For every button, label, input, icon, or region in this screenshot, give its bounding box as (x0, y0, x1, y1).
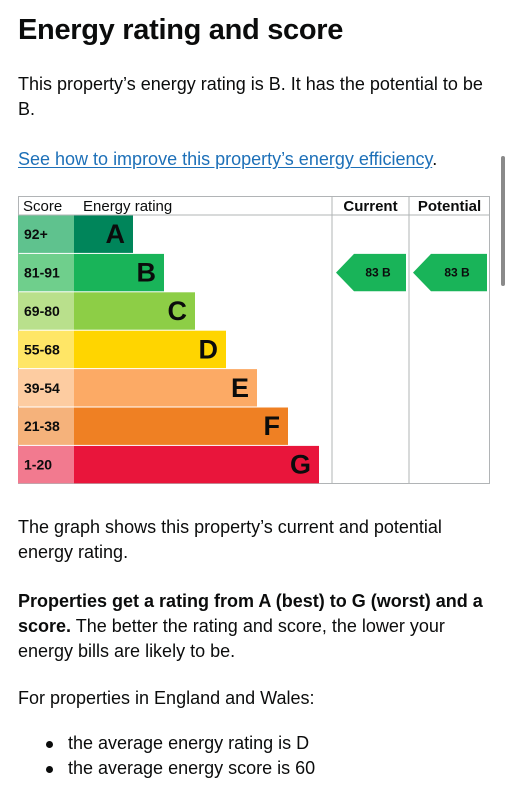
band-bar-a (74, 215, 133, 253)
ratings-explanation: Properties get a rating from A (best) to… (18, 589, 488, 664)
band-bar-b (74, 253, 164, 292)
band-score-cell-c (18, 292, 74, 330)
band-score-d: 55-68 (24, 341, 60, 357)
band-score-e: 39-54 (24, 380, 60, 396)
page-title: Energy rating and score (18, 14, 344, 46)
improve-efficiency-link[interactable]: See how to improve this property’s energ… (18, 149, 433, 169)
band-score-g: 1-20 (24, 457, 52, 473)
england-wales-text: For properties in England and Wales: (18, 688, 315, 708)
band-bar-c (74, 292, 195, 330)
band-score-f: 21-38 (24, 418, 60, 434)
header-score: Score (23, 198, 62, 215)
energy-rating-chart: Score Energy rating Current Potential 92+ A 81… (18, 196, 490, 484)
header-potential: Potential (418, 198, 481, 215)
current-rating-label: 83 B (365, 266, 391, 280)
band-score-cell-e (18, 369, 74, 407)
band-letter-f: F (264, 411, 281, 441)
list-item-average-score: the average energy score is 60 (45, 756, 315, 781)
list-item-average-rating: the average energy rating is D (45, 731, 315, 756)
averages-list: the average energy rating is D the avera… (18, 731, 315, 781)
band-letter-c: C (168, 296, 188, 326)
improve-link-paragraph: See how to improve this property’s energ… (18, 147, 437, 172)
band-letter-e: E (231, 373, 249, 403)
band-score-a: 92+ (24, 226, 48, 242)
band-letter-g: G (290, 450, 311, 480)
header-energy-rating: Energy rating (83, 198, 172, 215)
ratings-explanation-bold: Properties get a rating from A (best) to… (18, 591, 483, 636)
ratings-explanation-rest: The better the rating and score, the low… (18, 616, 445, 661)
band-score-cell-f (18, 407, 74, 445)
band-letter-d: D (199, 334, 219, 364)
band-letter-a: A (106, 219, 126, 249)
potential-rating-arrow (413, 253, 487, 292)
band-score-cell-a (18, 215, 74, 253)
band-score-cell-g (18, 445, 74, 484)
intro-text: This property’s energy rating is B. It h… (18, 74, 483, 119)
band-score-cell-d (18, 330, 74, 369)
band-score-b: 81-91 (24, 265, 60, 281)
band-bar-e (74, 369, 257, 407)
band-bar-f (74, 407, 288, 445)
band-bar-d (74, 330, 226, 369)
band-bar-g (74, 445, 319, 484)
band-score-cell-b (18, 253, 74, 292)
current-rating-arrow (336, 253, 406, 292)
band-letter-b: B (137, 258, 157, 288)
potential-rating-label: 83 B (444, 266, 470, 280)
link-suffix: . (432, 149, 438, 169)
header-current: Current (343, 198, 397, 215)
scrollbar[interactable] (501, 156, 505, 286)
band-score-c: 69-80 (24, 303, 60, 319)
graph-note-text: The graph shows this property’s current … (18, 517, 442, 562)
